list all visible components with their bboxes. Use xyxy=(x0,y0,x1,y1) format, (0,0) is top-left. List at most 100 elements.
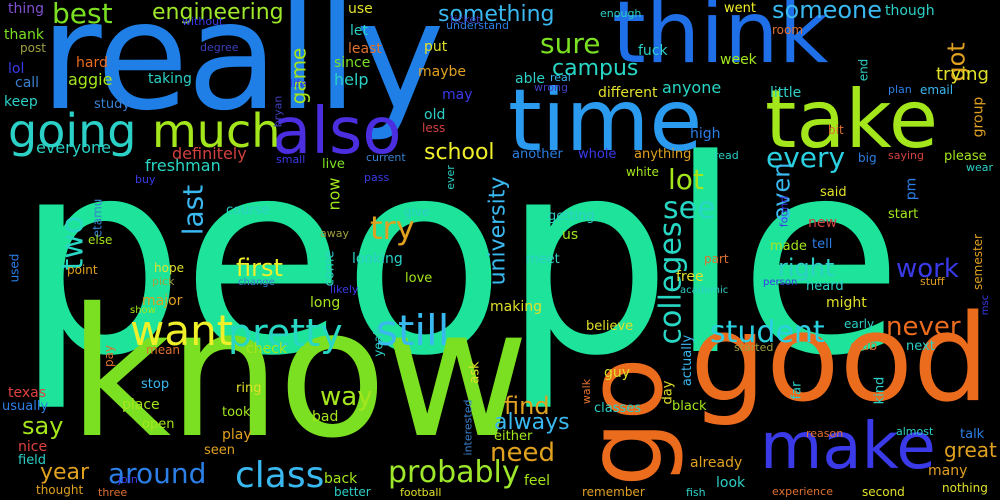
word-wear: wear xyxy=(966,161,994,174)
word-people: people xyxy=(15,103,903,415)
word-check: check xyxy=(246,341,287,357)
word-remember: remember xyxy=(582,485,645,499)
word-started: started xyxy=(734,341,774,354)
word-right: right xyxy=(778,254,835,282)
word-else: else xyxy=(88,233,113,247)
word-campus: campus xyxy=(552,56,639,81)
word-play: play xyxy=(222,427,252,443)
word-found: found xyxy=(777,195,791,228)
word-try: try xyxy=(370,209,415,247)
word-game: game xyxy=(286,47,311,105)
word-interested: interested xyxy=(461,399,475,456)
word-also: also xyxy=(272,95,402,169)
word-anyone: anyone xyxy=(662,78,722,97)
word-give: give xyxy=(404,205,430,219)
word-football: football xyxy=(400,486,442,499)
word-away: away xyxy=(320,227,349,240)
word-high: high xyxy=(690,126,721,142)
word-next: next xyxy=(906,339,935,354)
word-kind: kind xyxy=(872,376,888,405)
word-going: going xyxy=(8,104,137,158)
word-current: current xyxy=(366,151,406,164)
word-help: help xyxy=(334,70,369,89)
word-best: best xyxy=(52,0,113,30)
word-second: second xyxy=(862,485,905,499)
word-less: less xyxy=(422,121,446,135)
word-make: make xyxy=(760,410,936,484)
word-stuff: stuff xyxy=(920,275,945,288)
word-real: real xyxy=(550,71,571,84)
word-feel: feel xyxy=(524,473,551,489)
word-come: come xyxy=(322,250,338,287)
word-whole: whole xyxy=(578,147,617,162)
word-bryan: bryan xyxy=(271,95,285,128)
word-went: went xyxy=(724,1,756,16)
word-hard: hard xyxy=(76,55,108,71)
word-keep: keep xyxy=(4,94,38,110)
word-much: much xyxy=(152,104,281,158)
word-join: join xyxy=(118,473,138,486)
word-little: little xyxy=(770,85,802,101)
word-lot: lot xyxy=(668,163,704,196)
word-know: know xyxy=(68,270,529,477)
word-classes: classes xyxy=(594,401,642,416)
word-first: first xyxy=(236,254,283,282)
word-though: though xyxy=(885,3,935,19)
word-semester: semester xyxy=(970,234,985,290)
word-trying: trying xyxy=(936,64,989,85)
word-student: student xyxy=(710,315,825,350)
word-far: far xyxy=(789,381,805,400)
word-way: way xyxy=(320,382,373,412)
word-course: course xyxy=(226,203,270,218)
word-understand: understand xyxy=(446,19,509,32)
word-freshman: freshman xyxy=(145,156,221,175)
word-many: many xyxy=(928,463,968,479)
word-probably: probably xyxy=(388,455,520,490)
word-need: need xyxy=(490,438,555,468)
word-either: either xyxy=(494,429,533,444)
word-pm: pm xyxy=(903,177,920,201)
word-anything: anything xyxy=(634,147,692,162)
word-please: please xyxy=(944,149,987,164)
word-already: already xyxy=(690,455,743,471)
word-place: place xyxy=(122,397,160,413)
word-ask: ask xyxy=(467,361,483,384)
word-still: still xyxy=(376,306,450,355)
word-taking: taking xyxy=(148,71,192,87)
word-enough: enough xyxy=(600,7,642,20)
word-reason: reason xyxy=(806,427,844,440)
word-actually: actually xyxy=(680,334,696,387)
word-call: call xyxy=(15,75,40,91)
word-around: around xyxy=(108,457,207,490)
word-making: making xyxy=(490,299,542,315)
word-think: think xyxy=(612,0,829,83)
word-able: able xyxy=(515,71,545,87)
word-experience: experience xyxy=(772,485,833,498)
word-time: time xyxy=(508,71,703,171)
word-talk: talk xyxy=(960,427,985,442)
word-getting: getting xyxy=(548,209,595,224)
word-back: back xyxy=(324,471,358,487)
word-love: love xyxy=(405,271,433,286)
word-etamu: etamu xyxy=(90,198,105,238)
word-new: new xyxy=(808,215,837,231)
word-now: now xyxy=(324,177,344,211)
word-stop: stop xyxy=(141,377,170,392)
word-long: long xyxy=(310,295,341,311)
word-pass: pass xyxy=(364,171,390,184)
word-fish: fish xyxy=(686,486,706,499)
word-bit: bit xyxy=(828,123,844,137)
word-maybe: maybe xyxy=(418,64,467,80)
word-start: start xyxy=(888,207,919,222)
word-week: week xyxy=(720,52,757,68)
word-someone: someone xyxy=(772,0,882,24)
word-always: always xyxy=(494,410,570,435)
word-black: black xyxy=(672,399,707,414)
word-fuck: fuck xyxy=(638,43,668,59)
word-least: least xyxy=(348,41,382,57)
word-three: three xyxy=(98,486,128,499)
word-pick: pick xyxy=(152,275,175,288)
word-major: major xyxy=(142,293,183,309)
word-usually: usually xyxy=(2,399,49,414)
